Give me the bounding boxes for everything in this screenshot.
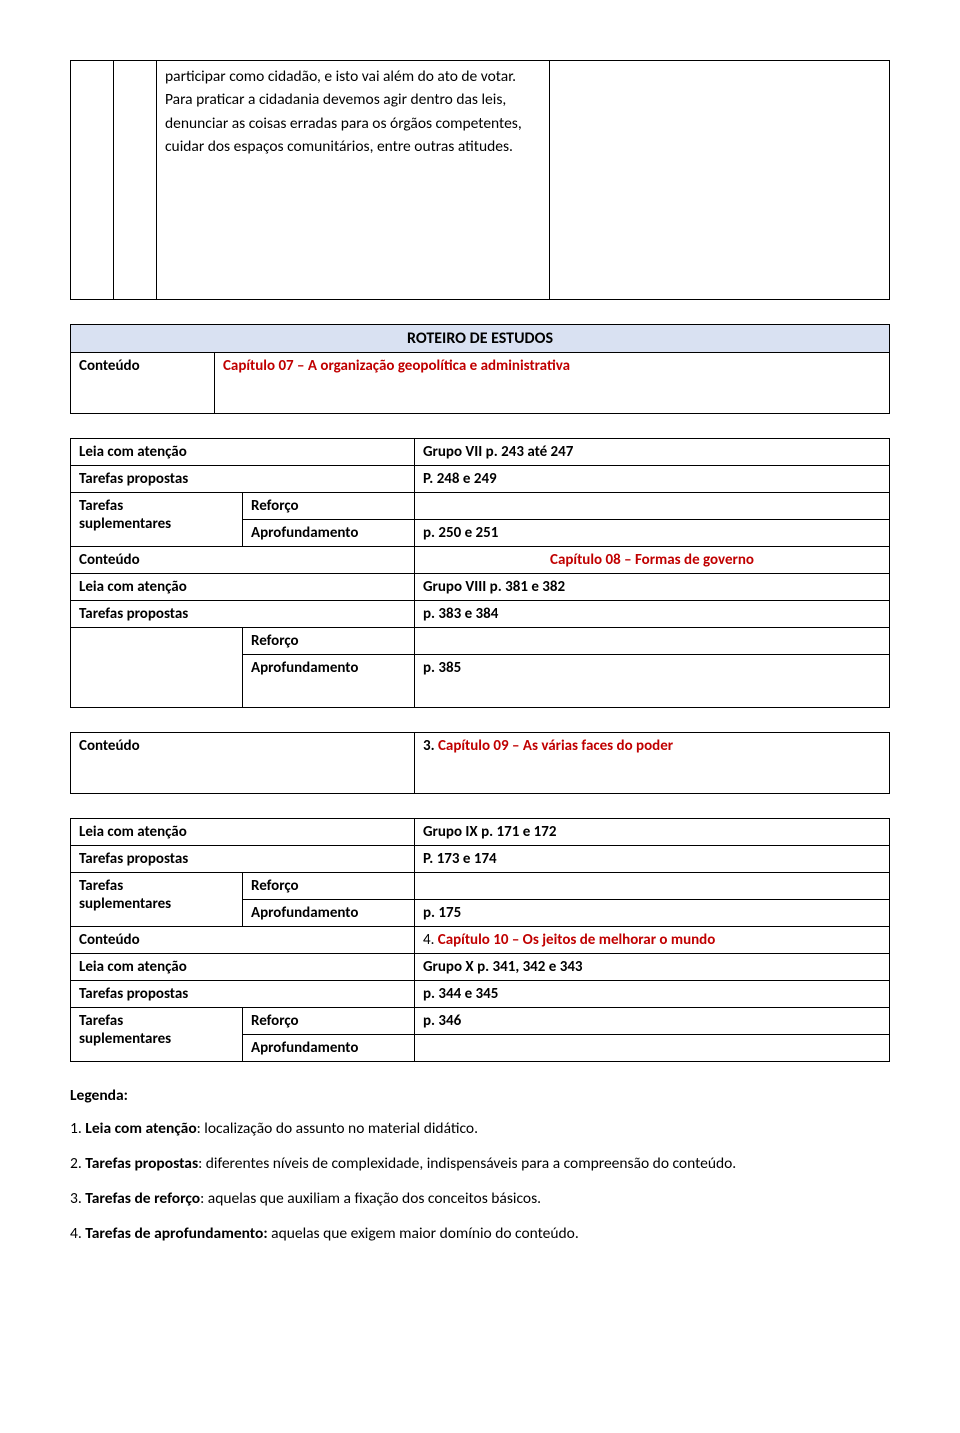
roteiro-header: ROTEIRO DE ESTUDOS (71, 325, 890, 353)
aprof2-label: Aprofundamento (242, 655, 414, 708)
aprof3-label: Aprofundamento (242, 900, 414, 927)
empty-left-cell (71, 628, 243, 708)
legend-item-1-text: : localização do assunto no material did… (197, 1119, 478, 1138)
reforco3-value (414, 873, 889, 900)
reforco3-label: Reforço (242, 873, 414, 900)
tarefas-propostas-label: Tarefas propostas (71, 466, 415, 493)
leia3-value: Grupo IX p. 171 e 172 (414, 819, 889, 846)
tarefas-supl-label: Tarefas suplementares (71, 493, 243, 547)
tarefas-supl-line2: suplementares (79, 515, 171, 533)
reforco-value (414, 493, 889, 520)
leia3-label: Leia com atenção (71, 819, 415, 846)
reforco2-value (414, 628, 889, 655)
conteudo-label: Conteúdo (71, 353, 215, 414)
legend-item-4: 4. Tarefas de aprofundamento: aquelas qu… (70, 1224, 890, 1245)
legend-section: Legenda: 1. Leia com atenção: localizaçã… (70, 1086, 890, 1245)
intro-table: participar como cidadão, e isto vai além… (70, 60, 890, 300)
conteudo4-num: 4. (423, 931, 438, 949)
roteiro-table-1: ROTEIRO DE ESTUDOS Conteúdo Capítulo 07 … (70, 324, 890, 414)
legend-item-1: 1. Leia com atenção: localização do assu… (70, 1119, 890, 1140)
legend-item-2-label: Tarefas propostas (85, 1154, 198, 1173)
conteudo3-value: Capítulo 09 – As várias faces do poder (438, 737, 673, 755)
reforco-label: Reforço (242, 493, 414, 520)
conteudo2-value-cell: Capítulo 08 – Formas de governo (414, 547, 889, 574)
legend-item-3: 3. Tarefas de reforço: aquelas que auxil… (70, 1189, 890, 1210)
conteudo-value-cell: Capítulo 07 – A organização geopolítica … (214, 353, 889, 414)
intro-col2 (114, 61, 157, 300)
leia2-label: Leia com atenção (71, 574, 415, 601)
leia4-value: Grupo X p. 341, 342 e 343 (414, 954, 889, 981)
leia4-label: Leia com atenção (71, 954, 415, 981)
conteudo2-label: Conteúdo (71, 547, 415, 574)
intro-text-cell: participar como cidadão, e isto vai além… (157, 61, 550, 300)
tarefas-propostas4-label: Tarefas propostas (71, 981, 415, 1008)
conteudo3-label: Conteúdo (71, 733, 415, 794)
tarefas-supl-line1: Tarefas (79, 497, 123, 515)
conteudo-value: Capítulo 07 – A organização geopolítica … (223, 357, 570, 375)
intro-col4 (550, 61, 890, 300)
tarefas-propostas-value: P. 248 e 249 (414, 466, 889, 493)
legend-item-2-text: : diferentes níveis de complexidade, ind… (198, 1154, 736, 1173)
legend-title: Legenda: (70, 1086, 890, 1105)
tarefas-supl3-line1: Tarefas (79, 877, 123, 895)
legend-item-1-label: Leia com atenção (85, 1119, 196, 1138)
aprof-label: Aprofundamento (242, 520, 414, 547)
tarefas-supl3-line2: suplementares (79, 895, 171, 913)
leia-value: Grupo VII p. 243 até 247 (414, 439, 889, 466)
aprof4-label: Aprofundamento (242, 1035, 414, 1062)
roteiro-table-2: Conteúdo 3. Capítulo 09 – As várias face… (70, 732, 890, 794)
tarefas-supl4-line1: Tarefas (79, 1012, 123, 1030)
leia-label: Leia com atenção (71, 439, 415, 466)
tarefas-propostas3-label: Tarefas propostas (71, 846, 415, 873)
roteiro-table-3: Leia com atenção Grupo IX p. 171 e 172 T… (70, 818, 890, 1062)
conteudo2-value: Capítulo 08 – Formas de governo (550, 551, 754, 569)
tarefas-propostas2-label: Tarefas propostas (71, 601, 415, 628)
reforco4-value: p. 346 (414, 1008, 889, 1035)
tarefas-propostas3-value: P. 173 e 174 (414, 846, 889, 873)
conteudo3-value-cell: 3. Capítulo 09 – As várias faces do pode… (414, 733, 889, 794)
legend-item-4-text: aquelas que exigem maior domínio do cont… (268, 1224, 579, 1243)
conteudo4-label: Conteúdo (71, 927, 415, 954)
aprof-value: p. 250 e 251 (414, 520, 889, 547)
tarefas-propostas2-value: p. 383 e 384 (414, 601, 889, 628)
conteudo4-value: Capítulo 10 – Os jeitos de melhorar o mu… (438, 931, 716, 949)
conteudo3-num: 3. (423, 737, 438, 755)
intro-col1 (71, 61, 114, 300)
leia2-value: Grupo VIII p. 381 e 382 (414, 574, 889, 601)
reforco4-label: Reforço (242, 1008, 414, 1035)
aprof3-value: p. 175 (414, 900, 889, 927)
conteudo4-value-cell: 4. Capítulo 10 – Os jeitos de melhorar o… (414, 927, 889, 954)
aprof4-value (414, 1035, 889, 1062)
aprof2-value: p. 385 (414, 655, 889, 708)
legend-item-4-label: Tarefas de aprofundamento: (85, 1224, 267, 1243)
tarefas-supl4-line2: suplementares (79, 1030, 171, 1048)
legend-item-3-text: : aquelas que auxiliam a fixação dos con… (200, 1189, 541, 1208)
reforco2-label: Reforço (242, 628, 414, 655)
tarefas-propostas4-value: p. 344 e 345 (414, 981, 889, 1008)
roteiro-table-1b: Leia com atenção Grupo VII p. 243 até 24… (70, 438, 890, 708)
legend-item-2: 2. Tarefas propostas: diferentes níveis … (70, 1154, 890, 1175)
tarefas-supl4-label: Tarefas suplementares (71, 1008, 243, 1062)
legend-item-3-label: Tarefas de reforço (85, 1189, 200, 1208)
tarefas-supl3-label: Tarefas suplementares (71, 873, 243, 927)
